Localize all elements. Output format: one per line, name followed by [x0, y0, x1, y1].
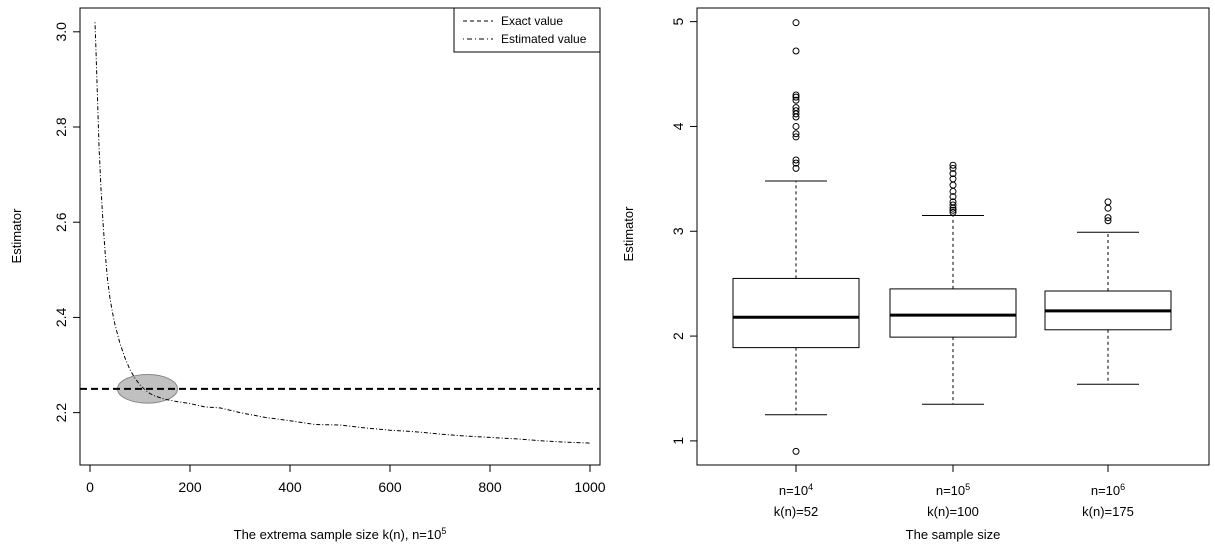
outlier-point [949, 198, 957, 206]
outlier-point [949, 170, 957, 178]
plot-frame [696, 7, 1210, 466]
outlier-point [1104, 217, 1112, 225]
outlier-point [949, 206, 957, 214]
x-axis-label: The extrema sample size k(n), n=105 [234, 526, 447, 542]
y-tick-label: 2.8 [53, 117, 69, 137]
left-axes: 0 200 400 600 800 1000 2.2 2.4 2.6 2.8 3.0 [53, 22, 606, 495]
outlier-point [949, 201, 957, 209]
outlier-point [792, 96, 800, 104]
x-tick-label-n: n=104 [779, 482, 813, 498]
outlier-point [1104, 204, 1112, 212]
outlier-point [949, 193, 957, 201]
outlier-point [792, 91, 800, 99]
y-tick-label: 3.0 [53, 22, 69, 42]
legend-box [453, 7, 601, 53]
outlier-point [792, 107, 800, 115]
x-tick-label: 800 [478, 479, 502, 495]
box-plot-chart: 1 2 3 4 5 n=104 k(n)=52 n=105 k(n)=100 n=106 k(n)=… [621, 7, 1210, 542]
y-tick-label: 2.2 [53, 403, 69, 423]
outlier-point [792, 47, 800, 55]
boxes [732, 19, 1172, 455]
outlier-point [949, 175, 957, 183]
legend: Exact value Estimated value [453, 7, 601, 53]
box-group [889, 161, 1017, 405]
box-iqr [889, 288, 1017, 338]
y-axis-label: Estimator [9, 208, 24, 264]
x-tick-label: 1000 [574, 479, 605, 495]
right-axes: 1 2 3 4 5 n=104 k(n)=52 n=105 k(n)=100 n=106 k(n)=… [670, 18, 1134, 519]
x-tick-label-n: n=105 [936, 482, 970, 498]
plot-frame [79, 7, 601, 466]
x-tick-label-n: n=106 [1091, 482, 1125, 498]
estimated-value-line [94, 22, 591, 444]
box-group [732, 19, 860, 455]
legend-label-estimated: Estimated value [501, 32, 587, 46]
outlier-point [792, 164, 800, 172]
x-tick-label-k: k(n)=52 [774, 504, 818, 519]
outlier-point [949, 181, 957, 189]
x-tick-label: 0 [86, 479, 94, 495]
line-chart: 0 200 400 600 800 1000 2.2 2.4 2.6 2.8 3.0 The ext… [9, 7, 606, 542]
x-tick-label: 400 [278, 479, 302, 495]
box-group [1044, 198, 1172, 385]
x-tick-label-k: k(n)=175 [1082, 504, 1134, 519]
outlier-point [792, 130, 800, 138]
x-tick-label: 600 [378, 479, 402, 495]
outlier-point [949, 208, 957, 216]
outlier-point [949, 164, 957, 172]
x-axis-label: The sample size [906, 527, 1001, 542]
x-tick-label-k: k(n)=100 [927, 504, 979, 519]
box-iqr [732, 277, 860, 349]
outlier-point [792, 159, 800, 167]
outlier-point [792, 156, 800, 164]
outlier-point [792, 122, 800, 130]
outlier-point [949, 161, 957, 169]
outlier-point [792, 93, 800, 101]
legend-label-exact: Exact value [501, 14, 563, 28]
outlier-point [1104, 214, 1112, 222]
y-tick-label: 5 [670, 18, 686, 26]
outlier-point [792, 447, 800, 455]
x-tick-label: 200 [178, 479, 202, 495]
y-tick-label: 2.4 [53, 307, 69, 327]
left-series [80, 22, 600, 444]
outlier-point [1104, 198, 1112, 206]
outlier-point [792, 19, 800, 27]
outlier-point [792, 133, 800, 141]
y-tick-label: 3 [670, 227, 686, 235]
y-tick-label: 4 [670, 122, 686, 130]
outlier-point [792, 104, 800, 112]
left-x-axis-label: The extrema sample size k(n), n=105 [234, 526, 447, 542]
y-tick-label: 1 [670, 437, 686, 445]
y-tick-label: 2 [670, 332, 686, 340]
y-axis-label: Estimator [621, 206, 636, 262]
y-tick-label: 2.6 [53, 212, 69, 232]
